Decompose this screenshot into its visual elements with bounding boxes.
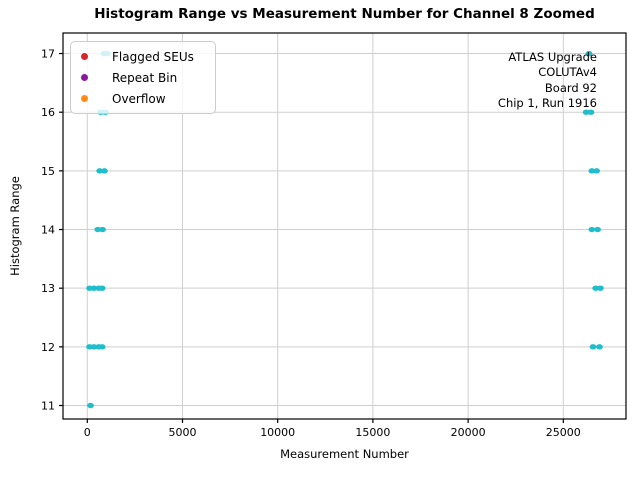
data-point bbox=[588, 168, 596, 174]
data-point bbox=[588, 226, 596, 233]
annotation-line: COLUTAv4 bbox=[538, 65, 597, 80]
x-tick-label: 0 bbox=[84, 426, 91, 439]
legend-label: Flagged SEUs bbox=[112, 49, 194, 64]
data-point bbox=[98, 285, 106, 291]
y-tick-label: 16 bbox=[41, 106, 55, 119]
x-tick-label: 10000 bbox=[260, 426, 295, 439]
data-point bbox=[587, 109, 595, 115]
legend-item-overflow: Overflow bbox=[81, 88, 207, 109]
data-point bbox=[96, 168, 104, 174]
y-axis-label: Histogram Range bbox=[8, 176, 22, 276]
data-point bbox=[589, 344, 597, 350]
data-point bbox=[87, 402, 94, 409]
flagged-seus-marker-icon bbox=[81, 53, 88, 60]
y-tick-label: 13 bbox=[41, 282, 55, 295]
annotation-line: Board 92 bbox=[544, 80, 597, 95]
data-point bbox=[597, 285, 604, 291]
repeat-bin-marker-icon bbox=[81, 74, 88, 81]
annotation-block: ATLAS Upgrade COLUTAv4 Board 92 Chip 1, … bbox=[498, 50, 597, 111]
y-tick-label: 14 bbox=[41, 224, 55, 237]
data-point bbox=[582, 109, 590, 115]
x-axis-label: Measurement Number bbox=[280, 447, 409, 461]
overflow-marker-icon bbox=[81, 95, 88, 102]
y-tick-label: 15 bbox=[41, 165, 55, 178]
x-tick-label: 20000 bbox=[451, 426, 486, 439]
data-point bbox=[592, 285, 600, 291]
data-point bbox=[98, 344, 106, 350]
annotation-line: ATLAS Upgrade bbox=[508, 50, 597, 64]
legend-item-flagged-seus: Flagged SEUs bbox=[81, 46, 207, 67]
y-tick-label: 17 bbox=[41, 48, 55, 61]
legend-label: Overflow bbox=[112, 91, 166, 106]
data-point bbox=[94, 226, 102, 233]
data-point bbox=[90, 285, 98, 291]
legend: Flagged SEUs Repeat Bin Overflow bbox=[70, 41, 216, 114]
data-point bbox=[90, 344, 98, 350]
annotation-line: Chip 1, Run 1916 bbox=[497, 95, 597, 110]
x-tick-label: 5000 bbox=[168, 426, 196, 439]
chart-title: Histogram Range vs Measurement Number fo… bbox=[94, 6, 595, 22]
legend-label: Repeat Bin bbox=[112, 70, 178, 85]
x-tick-label: 25000 bbox=[546, 426, 581, 439]
y-tick-label: 12 bbox=[41, 341, 55, 354]
plot-border bbox=[62, 32, 627, 420]
data-point bbox=[585, 50, 593, 57]
data-point bbox=[594, 226, 601, 233]
legend-item-repeat-bin: Repeat Bin bbox=[81, 67, 207, 88]
x-tick-label: 15000 bbox=[355, 426, 390, 439]
data-point bbox=[101, 168, 108, 174]
data-point bbox=[593, 168, 601, 174]
y-tick-label: 11 bbox=[41, 400, 55, 413]
data-point bbox=[99, 226, 106, 233]
data-point bbox=[596, 344, 603, 350]
